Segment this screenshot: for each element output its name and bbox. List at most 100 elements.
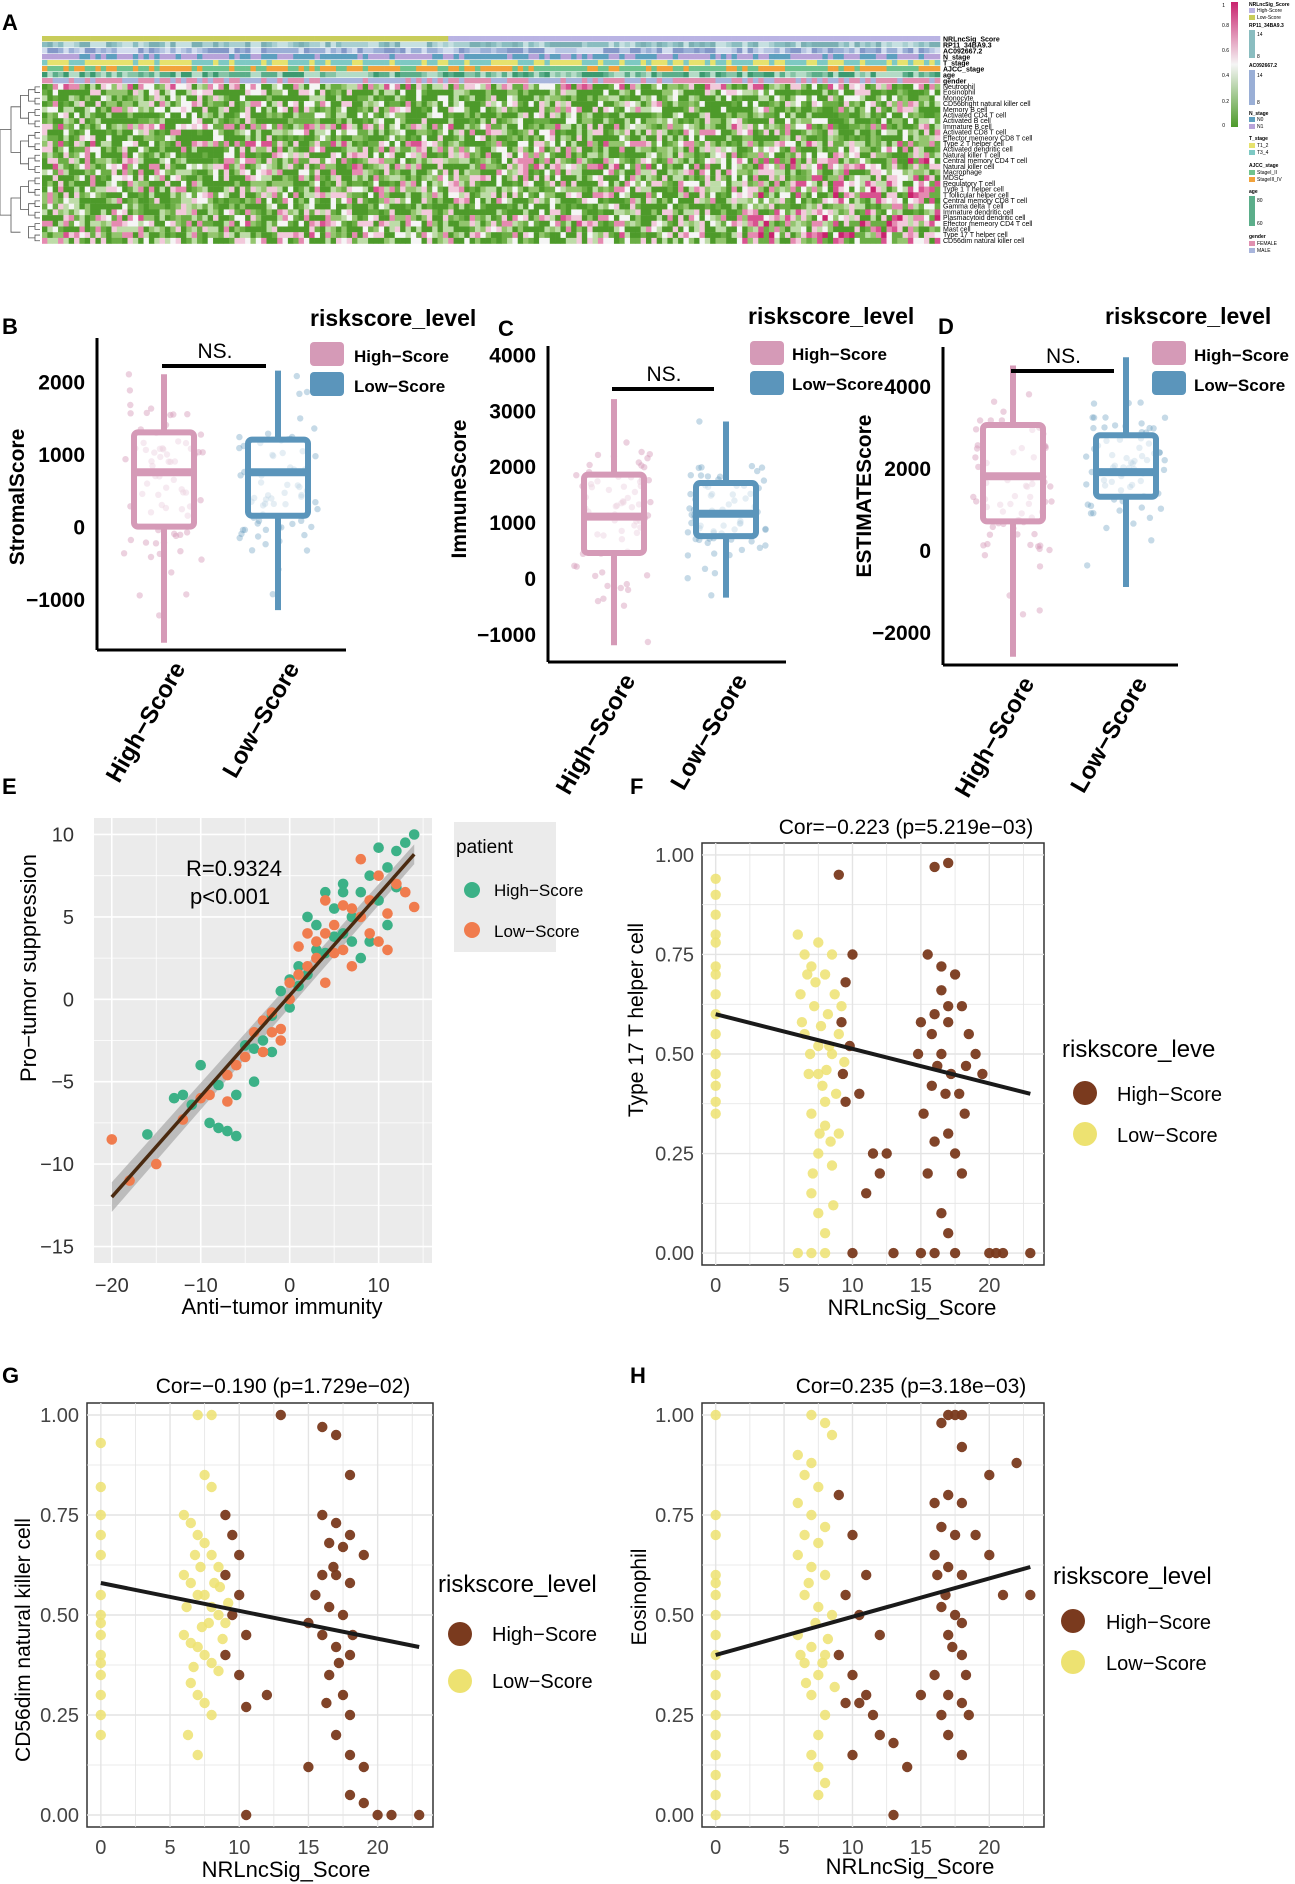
heatmap-cell [459, 164, 465, 170]
heatmap-cell [368, 204, 374, 210]
heatmap-cell [555, 101, 561, 107]
heatmap-cell [267, 124, 273, 130]
heatmap-cell [924, 141, 930, 147]
heatmap-cell [753, 158, 759, 164]
annotation-cell [577, 36, 583, 41]
heatmap-cell [844, 175, 850, 181]
heatmap-cell [812, 198, 818, 204]
heatmap-cell [352, 124, 358, 130]
heatmap-cell [197, 187, 203, 193]
annotation-cell [769, 72, 775, 77]
heatmap-cell [544, 124, 550, 130]
heatmap-cell [331, 107, 337, 113]
annotation-cell [74, 78, 80, 83]
heatmap-cell [929, 192, 935, 198]
heatmap-cell [432, 130, 438, 136]
annotation-cell [438, 36, 444, 41]
heatmap-cell [475, 152, 481, 158]
heatmap-cell [42, 147, 48, 153]
heatmap-cell [63, 113, 69, 119]
heatmap-cell [379, 147, 385, 153]
heatmap-cell [363, 118, 369, 124]
heatmap-cell [812, 152, 818, 158]
heatmap-cell [63, 118, 69, 124]
heatmap-cell [283, 152, 289, 158]
heatmap-cell [272, 187, 278, 193]
heatmap-cell [261, 152, 267, 158]
heatmap-cell [170, 130, 176, 136]
heatmap-cell [780, 95, 786, 101]
heatmap-cell [871, 84, 877, 90]
heatmap-cell [149, 101, 155, 107]
heatmap-cell [234, 158, 240, 164]
heatmap-cell [427, 124, 433, 130]
heatmap-cell [844, 124, 850, 130]
heatmap-cell [598, 135, 604, 141]
heatmap-cell [154, 141, 160, 147]
heatmap-cell [480, 135, 486, 141]
annotation-cell [309, 36, 315, 41]
heatmap-cell [758, 192, 764, 198]
heatmap-cell [737, 113, 743, 119]
heatmap-cell [849, 158, 855, 164]
annotation-cell [705, 48, 711, 53]
heatmap-cell [657, 152, 663, 158]
heatmap-cell [780, 175, 786, 181]
heatmap-cell [400, 164, 406, 170]
heatmap-cell [379, 135, 385, 141]
heatmap-cell [475, 158, 481, 164]
annotation-cell [566, 60, 572, 65]
heatmap-cell [635, 113, 641, 119]
heatmap-cell [566, 147, 572, 153]
annotation-cell [705, 66, 711, 71]
heatmap-cell [320, 204, 326, 210]
annotation-cell [218, 42, 224, 47]
heatmap-cell [448, 170, 454, 176]
heatmap-cell [512, 135, 518, 141]
heatmap-cell [309, 118, 315, 124]
heatmap-cell [347, 141, 353, 147]
heatmap-cell [657, 147, 663, 153]
annotation-cell [635, 36, 641, 41]
annotation-cell [903, 54, 909, 59]
heatmap-cell [293, 181, 299, 187]
annotation-cell [192, 36, 198, 41]
heatmap-cell [464, 130, 470, 136]
annotation-cell [160, 36, 166, 41]
annotation-cell [234, 36, 240, 41]
heatmap-cell [496, 204, 502, 210]
annotation-cell [459, 36, 465, 41]
heatmap-cell [336, 107, 342, 113]
heatmap-cell [609, 164, 615, 170]
heatmap-cell [732, 147, 738, 153]
heatmap-cell [619, 164, 625, 170]
heatmap-cell [732, 101, 738, 107]
annotation-cell [405, 78, 411, 83]
heatmap-cell [202, 84, 208, 90]
heatmap-cell [838, 118, 844, 124]
annotation-cell [47, 78, 53, 83]
heatmap-cell [881, 135, 887, 141]
heatmap-cell [849, 141, 855, 147]
heatmap-cell [176, 107, 182, 113]
heatmap-cell [587, 84, 593, 90]
heatmap-cell [186, 192, 192, 198]
heatmap-cell [764, 130, 770, 136]
heatmap-cell [726, 147, 732, 153]
annotation-cell [432, 54, 438, 59]
heatmap-cell [240, 158, 246, 164]
heatmap-cell [892, 107, 898, 113]
heatmap-cell [443, 101, 449, 107]
heatmap-cell [935, 118, 941, 124]
heatmap-cell [566, 95, 572, 101]
heatmap-cell [138, 198, 144, 204]
heatmap-cell [689, 101, 695, 107]
heatmap-cell [609, 95, 615, 101]
annotation-cell [860, 36, 866, 41]
heatmap-cell [53, 152, 59, 158]
heatmap-cell [935, 152, 941, 158]
heatmap-cell [304, 204, 310, 210]
heatmap-cell [528, 135, 534, 141]
annotation-cell [635, 72, 641, 77]
heatmap-cell [662, 187, 668, 193]
